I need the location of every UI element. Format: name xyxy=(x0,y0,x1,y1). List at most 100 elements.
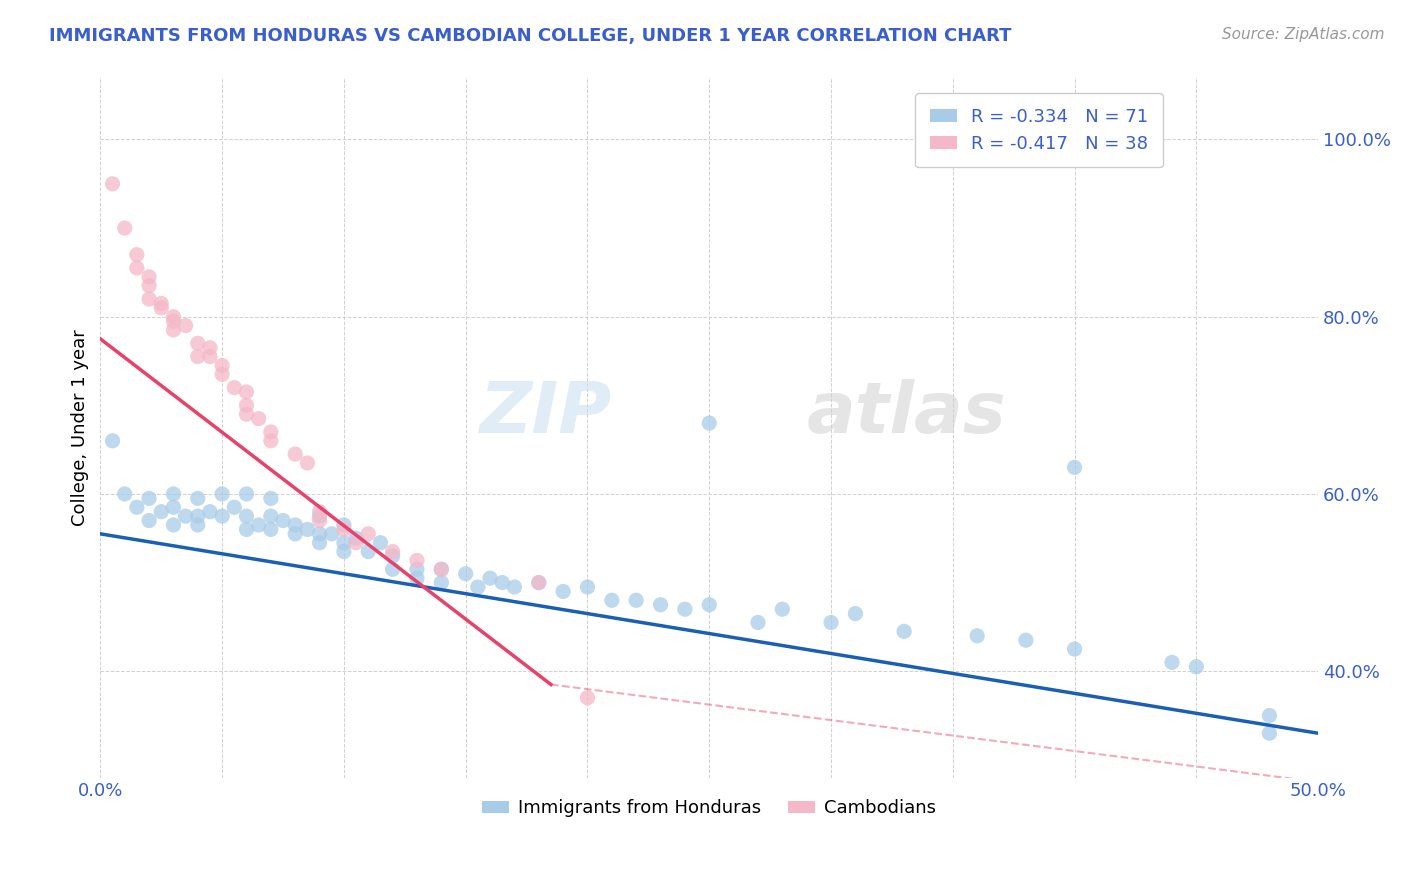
Point xyxy=(235,523,257,537)
Point xyxy=(357,544,380,558)
Point xyxy=(211,487,233,501)
Point xyxy=(576,690,599,705)
Point xyxy=(260,425,283,439)
Point xyxy=(467,580,489,594)
Point xyxy=(211,359,233,373)
Point xyxy=(198,350,221,364)
Point xyxy=(308,535,330,549)
Point xyxy=(114,487,136,501)
Point xyxy=(576,580,599,594)
Point xyxy=(1161,656,1184,670)
Point xyxy=(150,301,173,315)
Point xyxy=(260,491,283,506)
Point xyxy=(454,566,477,581)
Point xyxy=(174,509,197,524)
Point xyxy=(1258,726,1281,740)
Point xyxy=(381,562,404,576)
Text: atlas: atlas xyxy=(807,379,1007,448)
Point xyxy=(370,535,392,549)
Point xyxy=(284,526,307,541)
Point xyxy=(770,602,793,616)
Point xyxy=(357,526,380,541)
Point xyxy=(101,177,124,191)
Point xyxy=(162,518,184,533)
Point xyxy=(138,278,160,293)
Point xyxy=(553,584,575,599)
Point xyxy=(260,434,283,448)
Point xyxy=(125,500,148,515)
Point xyxy=(430,575,453,590)
Point xyxy=(235,407,257,421)
Point xyxy=(308,526,330,541)
Point xyxy=(527,575,550,590)
Point xyxy=(235,487,257,501)
Point xyxy=(893,624,915,639)
Point xyxy=(600,593,623,607)
Point xyxy=(187,491,209,506)
Point xyxy=(527,575,550,590)
Y-axis label: College, Under 1 year: College, Under 1 year xyxy=(72,329,89,526)
Point xyxy=(125,260,148,275)
Point xyxy=(344,535,367,549)
Point xyxy=(271,514,294,528)
Point xyxy=(162,500,184,515)
Point xyxy=(406,553,429,567)
Point xyxy=(260,523,283,537)
Text: IMMIGRANTS FROM HONDURAS VS CAMBODIAN COLLEGE, UNDER 1 YEAR CORRELATION CHART: IMMIGRANTS FROM HONDURAS VS CAMBODIAN CO… xyxy=(49,27,1012,45)
Point xyxy=(138,292,160,306)
Point xyxy=(503,580,526,594)
Point xyxy=(187,336,209,351)
Point xyxy=(162,323,184,337)
Point xyxy=(321,526,343,541)
Point xyxy=(430,562,453,576)
Point xyxy=(162,310,184,324)
Point xyxy=(150,505,173,519)
Point xyxy=(247,411,270,425)
Point xyxy=(406,562,429,576)
Point xyxy=(333,544,356,558)
Point xyxy=(297,456,319,470)
Point xyxy=(284,518,307,533)
Point xyxy=(844,607,866,621)
Point xyxy=(138,514,160,528)
Point xyxy=(138,269,160,284)
Point xyxy=(1258,708,1281,723)
Point xyxy=(333,523,356,537)
Point xyxy=(260,509,283,524)
Point xyxy=(820,615,842,630)
Point xyxy=(174,318,197,333)
Point xyxy=(224,381,246,395)
Point xyxy=(1063,642,1085,657)
Point xyxy=(211,509,233,524)
Point xyxy=(235,398,257,412)
Point xyxy=(187,350,209,364)
Point xyxy=(344,531,367,545)
Point xyxy=(284,447,307,461)
Point xyxy=(138,491,160,506)
Point xyxy=(162,487,184,501)
Point xyxy=(697,416,720,430)
Point xyxy=(491,575,513,590)
Point xyxy=(381,544,404,558)
Point xyxy=(673,602,696,616)
Point xyxy=(308,505,330,519)
Point xyxy=(333,518,356,533)
Point xyxy=(430,562,453,576)
Point xyxy=(308,509,330,524)
Point xyxy=(125,248,148,262)
Point xyxy=(187,509,209,524)
Point xyxy=(247,518,270,533)
Text: Source: ZipAtlas.com: Source: ZipAtlas.com xyxy=(1222,27,1385,42)
Point xyxy=(381,549,404,563)
Point xyxy=(308,514,330,528)
Point xyxy=(650,598,672,612)
Point xyxy=(747,615,769,630)
Text: ZIP: ZIP xyxy=(479,379,612,448)
Point xyxy=(697,598,720,612)
Point xyxy=(101,434,124,448)
Point xyxy=(187,518,209,533)
Legend: Immigrants from Honduras, Cambodians: Immigrants from Honduras, Cambodians xyxy=(475,792,943,824)
Point xyxy=(624,593,647,607)
Point xyxy=(224,500,246,515)
Point xyxy=(235,509,257,524)
